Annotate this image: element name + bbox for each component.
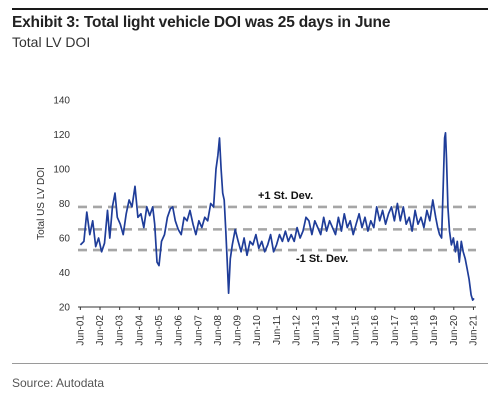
x-tick-label: Jun-20 [449,315,460,346]
x-tick-label: Jun-13 [311,315,322,346]
x-tick-label: Jun-11 [272,315,283,345]
x-tick-label: Jun-16 [370,315,381,346]
x-tick-label: Jun-07 [193,315,204,346]
y-axis: 20 40 60 80 100 120 140 [53,96,70,314]
reference-line-label: -1 St. Dev. [296,253,348,265]
x-tick-label: Jun-03 [115,315,126,346]
y-tick-label: 60 [59,234,71,245]
top-rule [12,8,488,10]
y-tick-label: 20 [59,303,71,314]
source-note: Source: Autodata [12,376,105,390]
chart-subtitle: Total LV DOI [12,34,91,50]
y-axis-label: Total US LV DOI [36,167,47,240]
reference-labels: +1 St. Dev. -1 St. Dev. [258,190,348,265]
x-tick-label: Jun-09 [233,315,244,346]
series-line [79,131,475,301]
bottom-rule [12,363,488,364]
x-tick-label: Jun-17 [390,315,401,346]
reference-line-label: +1 St. Dev. [258,190,313,202]
y-tick-label: 140 [53,96,70,107]
x-tick-label: Jun-01 [75,315,86,346]
x-tick-label: Jun-08 [213,315,224,346]
reference-lines [78,205,476,252]
x-tick-label: Jun-04 [134,315,145,346]
x-tick-label: Jun-06 [174,315,185,346]
x-tick-label: Jun-15 [351,315,362,346]
x-tick-label: Jun-21 [468,315,479,346]
x-tick-label: Jun-19 [429,315,440,346]
x-tick-label: Jun-10 [252,315,263,346]
x-tick-label: Jun-18 [409,315,420,346]
x-axis: Jun-01 Jun-02 Jun-03 Jun-04 Jun-05 Jun-06 Jun-… [75,306,479,346]
x-tick-label: Jun-12 [292,315,303,346]
y-tick-label: 120 [53,130,70,141]
line-chart: +1 St. Dev. -1 St. Dev. 20 40 60 80 100 120 140… [36,96,479,346]
y-tick-label: 40 [59,268,71,279]
series-layer [79,131,475,301]
chart-title: Exhibit 3: Total light vehicle DOI was 2… [12,14,391,31]
y-tick-label: 80 [59,199,71,210]
x-tick-label: Jun-02 [95,315,106,346]
x-tick-label: Jun-14 [331,315,342,346]
y-tick-label: 100 [53,165,70,176]
x-tick-label: Jun-05 [154,315,165,346]
